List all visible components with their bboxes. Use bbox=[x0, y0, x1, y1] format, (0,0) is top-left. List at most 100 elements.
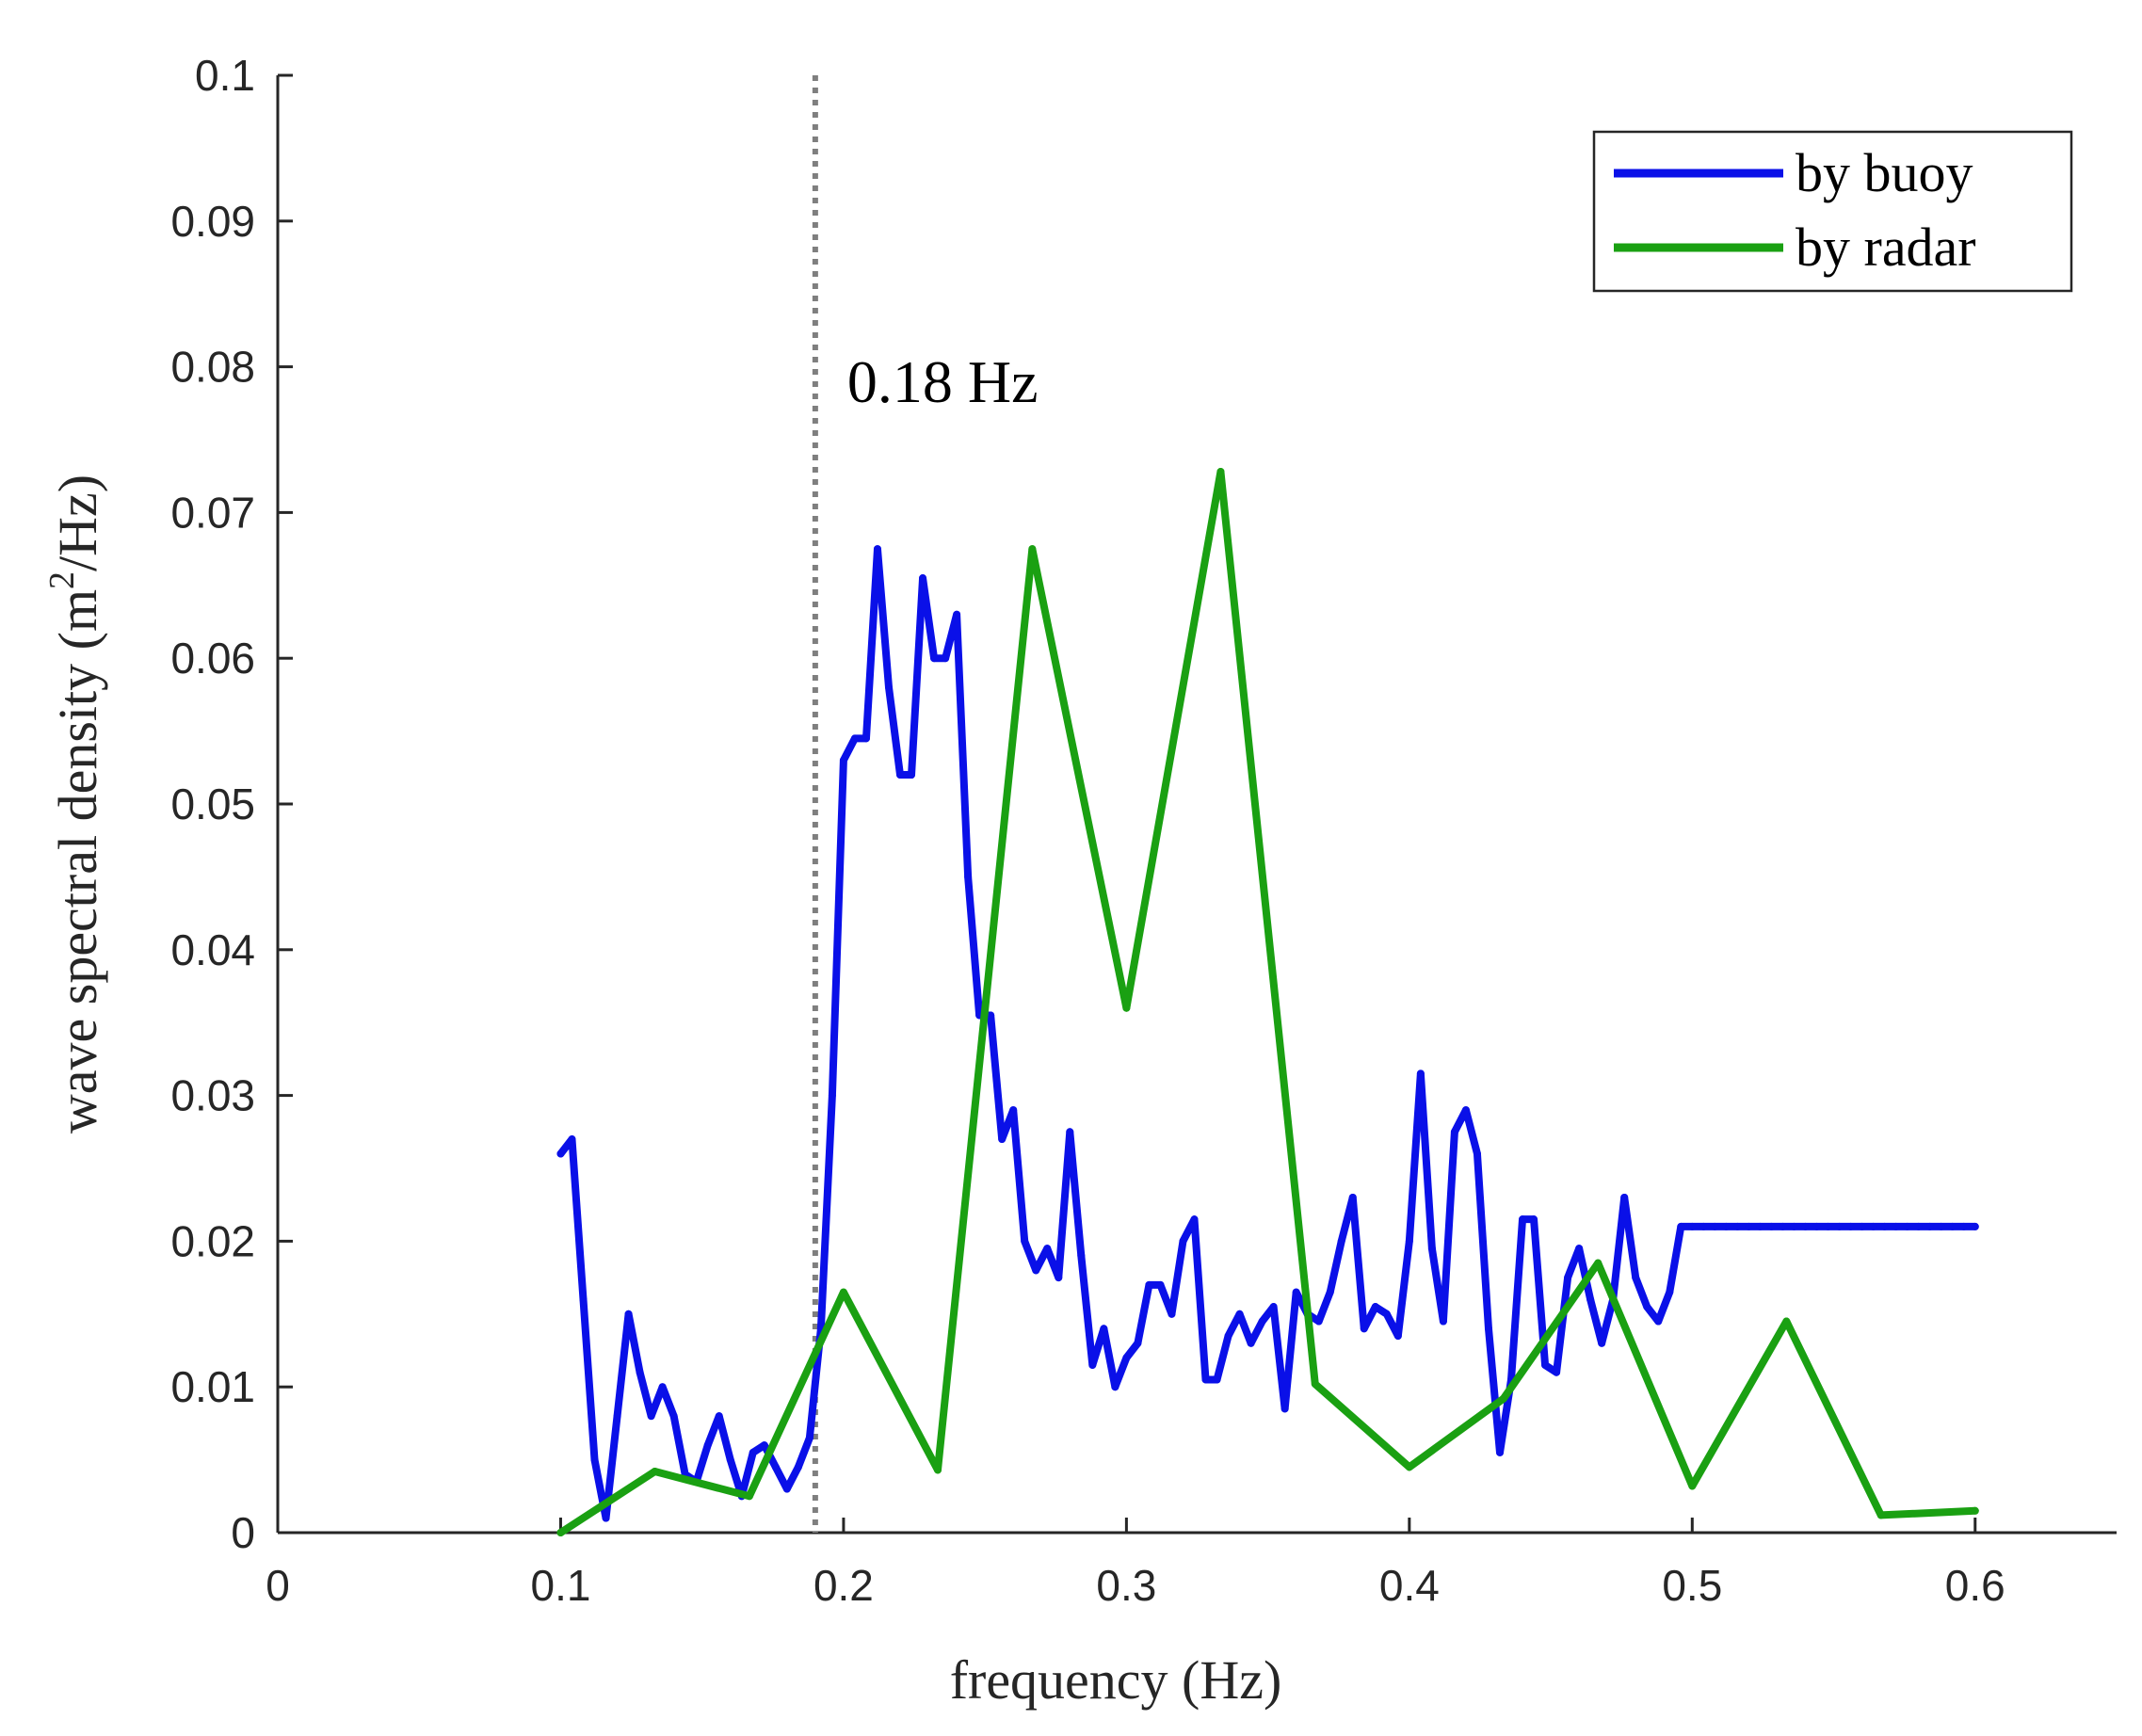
data-point-by-buoy bbox=[726, 1455, 734, 1464]
y-tick-label: 0.04 bbox=[170, 925, 255, 974]
data-point-by-buoy bbox=[964, 873, 973, 881]
y-axis-title-sup: 2 bbox=[42, 571, 82, 589]
data-point-by-buoy bbox=[647, 1412, 655, 1421]
legend-label-radar: by radar bbox=[1796, 217, 1976, 278]
data-point-by-buoy bbox=[1461, 1106, 1470, 1115]
y-tick-label: 0.02 bbox=[170, 1216, 255, 1265]
data-point-by-buoy bbox=[953, 610, 961, 619]
data-point-by-buoy bbox=[1553, 1368, 1561, 1376]
data-point-by-buoy bbox=[1337, 1237, 1345, 1246]
data-point-by-buoy bbox=[1835, 1222, 1844, 1230]
data-point-by-buoy bbox=[1088, 1360, 1097, 1369]
data-point-by-buoy bbox=[908, 771, 916, 780]
data-point-by-buoy bbox=[1247, 1339, 1255, 1347]
data-point-by-buoy bbox=[1066, 1128, 1074, 1136]
data-point-by-radar bbox=[933, 1466, 942, 1474]
data-point-by-buoy bbox=[1903, 1222, 1911, 1230]
data-point-by-buoy bbox=[1598, 1339, 1606, 1347]
data-point-by-buoy bbox=[1224, 1332, 1232, 1341]
y-tick-label: 0.08 bbox=[170, 343, 255, 392]
data-point-by-buoy bbox=[771, 1463, 780, 1471]
data-point-by-buoy bbox=[782, 1485, 791, 1493]
data-point-by-buoy bbox=[987, 1011, 995, 1020]
data-point-by-buoy bbox=[1450, 1128, 1458, 1136]
data-point-by-buoy bbox=[1416, 1069, 1425, 1078]
data-point-by-radar bbox=[1499, 1394, 1507, 1403]
data-point-by-buoy bbox=[828, 1091, 836, 1100]
data-point-by-buoy bbox=[1632, 1274, 1640, 1282]
data-point-by-buoy bbox=[1869, 1222, 1877, 1230]
data-point-by-buoy bbox=[1314, 1317, 1323, 1326]
y-tick-label: 0.05 bbox=[170, 780, 255, 828]
data-point-by-buoy bbox=[1145, 1280, 1153, 1289]
data-point-by-buoy bbox=[850, 734, 859, 743]
data-point-by-buoy bbox=[658, 1383, 667, 1391]
data-point-by-buoy bbox=[703, 1441, 712, 1450]
data-point-by-buoy bbox=[1959, 1222, 1968, 1230]
data-point-by-buoy bbox=[1677, 1222, 1685, 1230]
data-point-by-radar bbox=[651, 1467, 659, 1475]
data-point-by-buoy bbox=[862, 734, 870, 743]
y-ticks: 0 0.01 0.02 0.03 0.04 0.05 0.06 0.07 0.08 0.09 0.1 bbox=[170, 51, 293, 1557]
data-point-by-buoy bbox=[1077, 1251, 1086, 1260]
data-point-by-buoy bbox=[1779, 1222, 1787, 1230]
data-point-by-buoy bbox=[1586, 1295, 1595, 1304]
data-point-by-radar bbox=[556, 1529, 565, 1536]
data-point-by-buoy bbox=[1564, 1274, 1572, 1282]
data-point-by-buoy bbox=[1269, 1303, 1278, 1311]
data-point-by-buoy bbox=[1258, 1317, 1266, 1326]
data-point-by-buoy bbox=[1756, 1222, 1764, 1230]
data-point-by-radar bbox=[839, 1288, 847, 1296]
data-point-by-buoy bbox=[1801, 1222, 1810, 1230]
data-point-by-radar bbox=[1594, 1259, 1602, 1267]
data-point-by-buoy bbox=[1858, 1222, 1866, 1230]
series-layer bbox=[556, 468, 1979, 1536]
data-point-by-buoy bbox=[556, 1149, 565, 1158]
data-point-by-buoy bbox=[1032, 1266, 1040, 1275]
data-point-by-buoy bbox=[1620, 1193, 1629, 1201]
data-point-by-buoy bbox=[624, 1310, 633, 1318]
data-point-by-buoy bbox=[1439, 1317, 1447, 1326]
data-point-by-buoy bbox=[1280, 1405, 1289, 1413]
data-point-by-buoy bbox=[919, 574, 927, 583]
data-point-by-buoy bbox=[873, 545, 881, 554]
data-point-by-buoy bbox=[760, 1441, 768, 1450]
data-point-by-buoy bbox=[669, 1412, 678, 1421]
data-point-by-buoy bbox=[1925, 1222, 1934, 1230]
data-point-by-buoy bbox=[715, 1412, 723, 1421]
data-point-by-buoy bbox=[1009, 1106, 1018, 1115]
data-point-by-buoy bbox=[1190, 1215, 1199, 1224]
data-point-by-radar bbox=[1311, 1380, 1319, 1389]
data-point-by-buoy bbox=[1473, 1149, 1481, 1158]
data-point-by-buoy bbox=[1767, 1222, 1776, 1230]
data-point-by-buoy bbox=[1043, 1245, 1052, 1253]
data-point-by-buoy bbox=[1688, 1222, 1697, 1230]
data-point-by-radar bbox=[1405, 1463, 1413, 1471]
data-point-by-buoy bbox=[1021, 1237, 1029, 1246]
data-point-by-buoy bbox=[1495, 1448, 1504, 1456]
data-point-by-radar bbox=[1782, 1317, 1791, 1326]
x-axis-title: frequency (Hz) bbox=[950, 1649, 1282, 1711]
data-point-by-buoy bbox=[1914, 1222, 1923, 1230]
data-point-by-buoy bbox=[794, 1463, 802, 1471]
data-point-by-buoy bbox=[942, 654, 950, 663]
data-point-by-buoy bbox=[1484, 1325, 1492, 1333]
y-tick-label: 0.06 bbox=[170, 634, 255, 683]
data-point-by-radar bbox=[1028, 545, 1037, 554]
x-ticks: 0 0.1 0.2 0.3 0.4 0.5 0.6 bbox=[266, 1518, 2005, 1610]
data-point-by-buoy bbox=[1654, 1317, 1663, 1326]
data-point-by-buoy bbox=[1892, 1222, 1900, 1230]
data-point-by-buoy bbox=[590, 1455, 599, 1464]
x-tick-label: 0.5 bbox=[1662, 1561, 1722, 1610]
data-point-by-buoy bbox=[636, 1368, 644, 1376]
data-point-by-buoy bbox=[568, 1135, 576, 1144]
data-point-by-buoy bbox=[1530, 1215, 1538, 1224]
data-point-by-buoy bbox=[1382, 1310, 1391, 1318]
data-point-by-buoy bbox=[1201, 1375, 1210, 1384]
x-tick-label: 0.1 bbox=[530, 1561, 590, 1610]
y-axis-title-tail: /Hz) bbox=[47, 474, 108, 571]
data-point-by-buoy bbox=[1541, 1360, 1550, 1369]
data-point-by-radar bbox=[1876, 1511, 1885, 1519]
data-point-by-buoy bbox=[1179, 1237, 1187, 1246]
y-tick-label: 0 bbox=[231, 1508, 255, 1557]
